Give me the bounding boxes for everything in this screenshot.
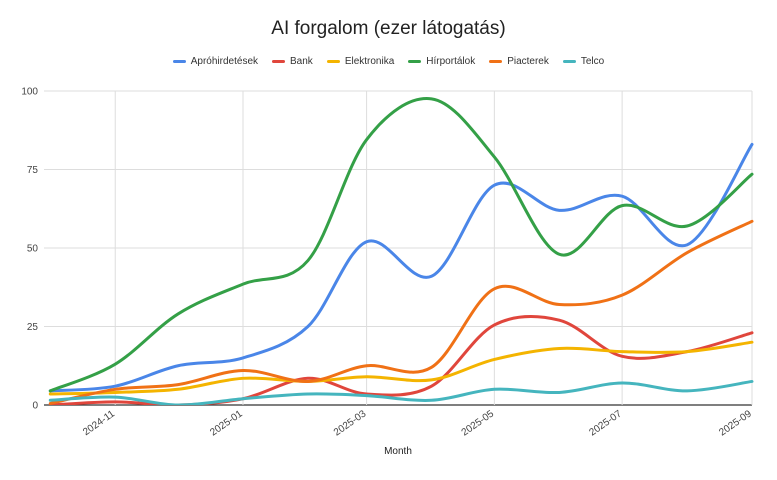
legend-swatch — [172, 60, 186, 63]
legend-item-hirportalok: Hírportálok — [408, 56, 475, 67]
x-tick-label: 2025-01 — [208, 408, 245, 438]
legend-label: Elektronika — [344, 56, 395, 67]
legend-item-piacterek: Piacterek — [489, 56, 549, 67]
legend-label: Bank — [290, 56, 313, 67]
legend-label: Piacterek — [507, 56, 549, 67]
legend-swatch — [408, 60, 422, 63]
x-tick-label: 2025-07 — [587, 408, 624, 438]
series-line-piacterek — [48, 219, 754, 405]
legend-item-telco: Telco — [562, 56, 605, 67]
legend-item-elektronika: Elektronika — [326, 56, 395, 67]
chart-legend: Apróhirdetések Bank Elektronika Hírportálok… — [0, 56, 777, 67]
legend-label: Apróhirdetések — [190, 56, 259, 67]
chart-title: AI forgalom (ezer látogatás) — [271, 18, 506, 39]
x-tick-label: 2025-09 — [717, 408, 754, 438]
legend-item-bank: Bank — [272, 56, 313, 67]
legend-swatch — [489, 60, 503, 63]
series-line-telco — [48, 379, 754, 405]
x-tick-label: 2025-03 — [332, 408, 369, 438]
x-tick-label: 2025-05 — [460, 408, 497, 438]
series-line-hirportalok — [48, 97, 754, 393]
x-axis-title: Month — [384, 446, 412, 457]
y-tick-label: 100 — [21, 87, 38, 98]
x-tick-label: 2024-11 — [81, 408, 117, 438]
y-tick-label: 0 — [32, 401, 38, 412]
y-tick-label: 75 — [27, 165, 39, 176]
legend-swatch — [272, 60, 286, 63]
legend-item-aprohirdetesek: Apróhirdetések — [172, 56, 259, 67]
legend-label: Telco — [580, 56, 605, 67]
series-line-bank — [48, 314, 754, 405]
series-line-elektronika — [48, 340, 754, 396]
legend-swatch — [562, 60, 576, 63]
series-line-aprohirdetesek — [48, 142, 754, 393]
y-tick-label: 50 — [27, 244, 39, 255]
y-tick-label: 25 — [27, 322, 39, 333]
legend-label: Hírportálok — [426, 56, 476, 67]
legend-swatch — [326, 60, 340, 63]
